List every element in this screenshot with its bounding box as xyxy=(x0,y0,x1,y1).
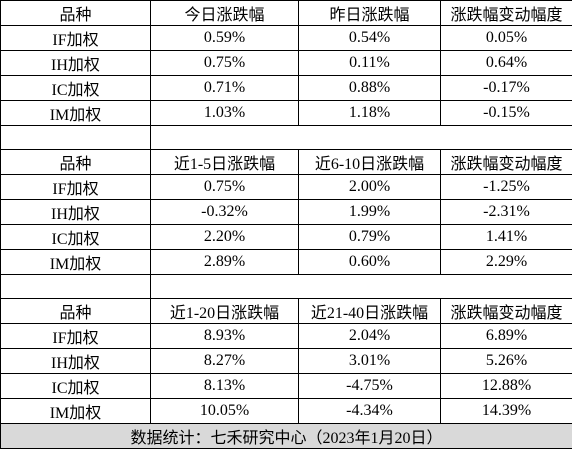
row-label: IF加权 xyxy=(1,26,151,51)
header-cell: 品种 xyxy=(1,150,151,175)
table-row xyxy=(1,275,572,299)
value-cell: 0.88% xyxy=(299,76,441,101)
value-cell: 14.39% xyxy=(441,399,572,424)
spacer-cell xyxy=(1,126,151,150)
value-cell: 1.03% xyxy=(151,101,299,126)
value-cell: 0.11% xyxy=(299,51,441,76)
row-label: IF加权 xyxy=(1,324,151,349)
value-cell: 2.29% xyxy=(441,250,572,275)
header-cell: 涨跌幅变动幅度 xyxy=(441,1,572,26)
value-cell: 0.71% xyxy=(151,76,299,101)
value-cell: 0.75% xyxy=(151,51,299,76)
value-cell: -0.17% xyxy=(441,76,572,101)
value-cell: 1.41% xyxy=(441,225,572,250)
value-cell: -0.15% xyxy=(441,101,572,126)
row-label: IC加权 xyxy=(1,225,151,250)
value-cell: -4.75% xyxy=(299,374,441,399)
row-label: IH加权 xyxy=(1,349,151,374)
header-cell: 品种 xyxy=(1,299,151,324)
table-row: 数据统计：七禾研究中心（2023年1月20日） xyxy=(1,424,572,449)
value-cell: 3.01% xyxy=(299,349,441,374)
table-row: 品种近1-20日涨跌幅近21-40日涨跌幅涨跌幅变动幅度 xyxy=(1,299,572,324)
value-cell: -2.31% xyxy=(441,200,572,225)
footer-note: 数据统计：七禾研究中心（2023年1月20日） xyxy=(1,424,572,449)
row-label: IM加权 xyxy=(1,250,151,275)
value-cell: 0.64% xyxy=(441,51,572,76)
row-label: IF加权 xyxy=(1,175,151,200)
value-cell: 0.79% xyxy=(299,225,441,250)
value-cell: -1.25% xyxy=(441,175,572,200)
value-cell: 1.18% xyxy=(299,101,441,126)
table-row: 品种近1-5日涨跌幅近6-10日涨跌幅涨跌幅变动幅度 xyxy=(1,150,572,175)
value-cell: 2.04% xyxy=(299,324,441,349)
value-cell: 0.75% xyxy=(151,175,299,200)
table-row: IH加权-0.32%1.99%-2.31% xyxy=(1,200,572,225)
value-cell: 0.59% xyxy=(151,26,299,51)
spacer-cell xyxy=(151,126,572,150)
spacer-cell xyxy=(1,275,151,299)
value-cell: 1.99% xyxy=(299,200,441,225)
value-cell: 2.20% xyxy=(151,225,299,250)
value-cell: 8.27% xyxy=(151,349,299,374)
value-cell: 5.26% xyxy=(441,349,572,374)
value-cell: 6.89% xyxy=(441,324,572,349)
header-cell: 涨跌幅变动幅度 xyxy=(441,150,572,175)
value-cell: 8.13% xyxy=(151,374,299,399)
spacer-cell xyxy=(151,275,572,299)
value-cell: 12.88% xyxy=(441,374,572,399)
value-cell: -0.32% xyxy=(151,200,299,225)
header-cell: 近1-20日涨跌幅 xyxy=(151,299,299,324)
value-cell: 2.89% xyxy=(151,250,299,275)
value-cell: -4.34% xyxy=(299,399,441,424)
row-label: IC加权 xyxy=(1,76,151,101)
header-cell: 品种 xyxy=(1,1,151,26)
table-row xyxy=(1,126,572,150)
value-cell: 0.60% xyxy=(299,250,441,275)
header-cell: 今日涨跌幅 xyxy=(151,1,299,26)
table-row: 品种今日涨跌幅昨日涨跌幅涨跌幅变动幅度 xyxy=(1,1,572,26)
header-cell: 近1-5日涨跌幅 xyxy=(151,150,299,175)
row-label: IH加权 xyxy=(1,51,151,76)
row-label: IM加权 xyxy=(1,399,151,424)
header-cell: 近21-40日涨跌幅 xyxy=(299,299,441,324)
header-cell: 近6-10日涨跌幅 xyxy=(299,150,441,175)
value-cell: 2.00% xyxy=(299,175,441,200)
value-cell: 0.05% xyxy=(441,26,572,51)
header-cell: 涨跌幅变动幅度 xyxy=(441,299,572,324)
row-label: IH加权 xyxy=(1,200,151,225)
value-cell: 0.54% xyxy=(299,26,441,51)
value-cell: 8.93% xyxy=(151,324,299,349)
row-label: IC加权 xyxy=(1,374,151,399)
header-cell: 昨日涨跌幅 xyxy=(299,1,441,26)
row-label: IM加权 xyxy=(1,101,151,126)
value-cell: 10.05% xyxy=(151,399,299,424)
